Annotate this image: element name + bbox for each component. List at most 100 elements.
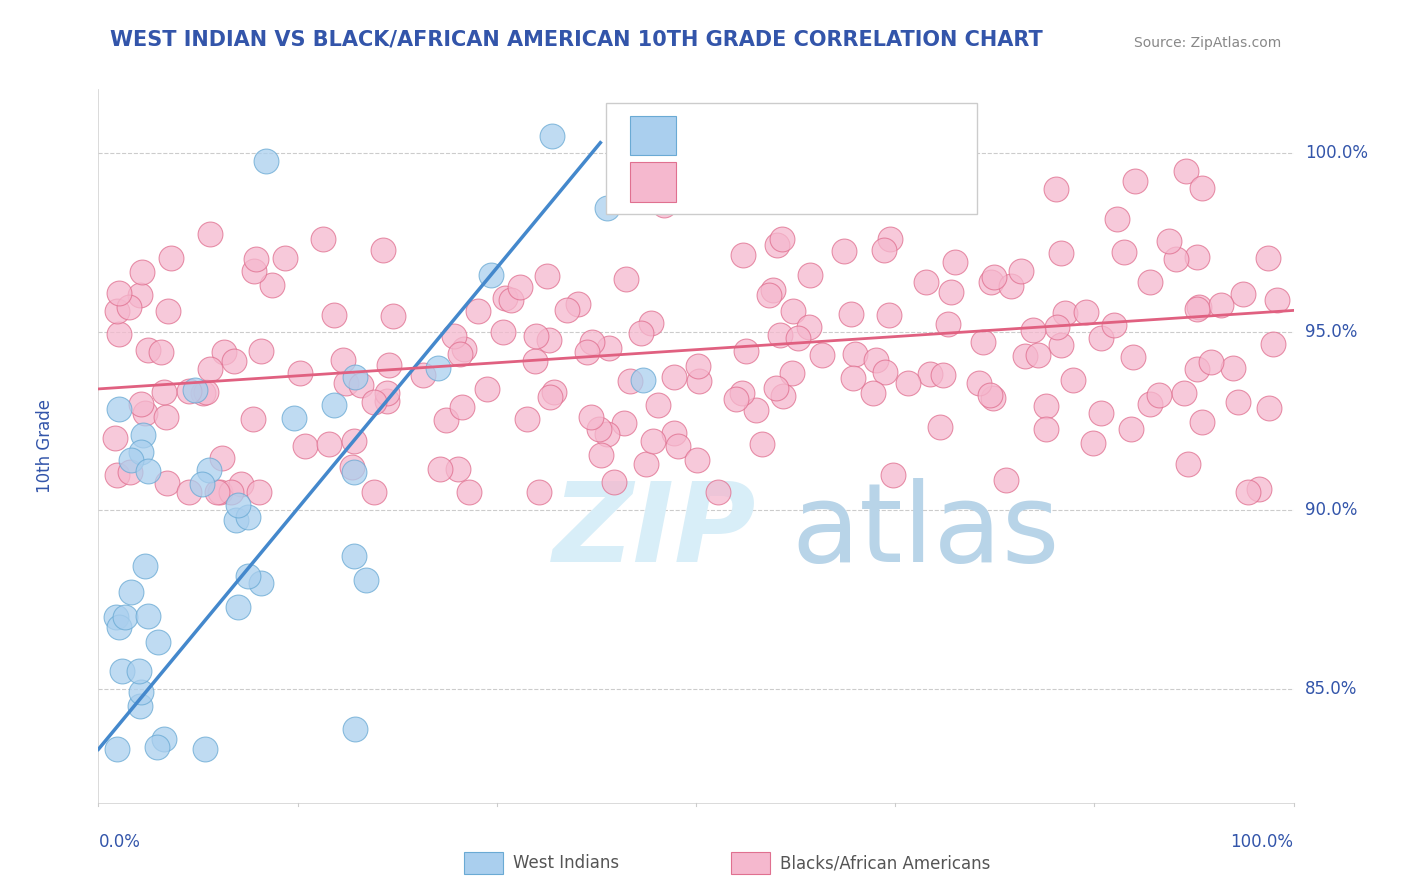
Point	[929, 419, 952, 434]
Text: atlas: atlas	[792, 478, 1060, 585]
Point	[219, 485, 242, 500]
Point	[208, 485, 231, 500]
Point	[377, 393, 399, 408]
Point	[136, 464, 159, 478]
Text: R = 0.347   N = 198: R = 0.347 N = 198	[690, 173, 872, 191]
Point	[191, 386, 214, 401]
Point	[619, 374, 641, 388]
Point	[262, 278, 284, 293]
Point	[236, 569, 259, 583]
Text: ZIP: ZIP	[553, 478, 756, 585]
Point	[111, 664, 134, 678]
Point	[873, 243, 896, 257]
Point	[105, 742, 128, 756]
Point	[1090, 406, 1112, 420]
Point	[1035, 399, 1057, 413]
Point	[335, 376, 357, 390]
Point	[499, 293, 522, 307]
Point	[575, 345, 598, 359]
Point	[787, 331, 810, 345]
Point	[688, 374, 710, 388]
Point	[640, 316, 662, 330]
Point	[1050, 338, 1073, 352]
Point	[129, 685, 152, 699]
Point	[254, 153, 277, 168]
Point	[118, 300, 141, 314]
Point	[343, 434, 366, 449]
Point	[195, 384, 218, 399]
Point	[318, 437, 340, 451]
Point	[458, 485, 481, 500]
Point	[105, 610, 128, 624]
Point	[179, 485, 201, 500]
Point	[332, 352, 354, 367]
Point	[1236, 485, 1258, 500]
Point	[799, 268, 821, 283]
Point	[340, 460, 363, 475]
Point	[250, 344, 273, 359]
Point	[995, 473, 1018, 487]
Point	[429, 462, 451, 476]
Point	[862, 385, 884, 400]
Point	[247, 485, 270, 500]
Point	[981, 391, 1004, 405]
Point	[1173, 385, 1195, 400]
Point	[153, 385, 176, 400]
Point	[579, 410, 602, 425]
Text: Source: ZipAtlas.com: Source: ZipAtlas.com	[1135, 36, 1282, 50]
Point	[1090, 331, 1112, 345]
Point	[636, 458, 658, 472]
Point	[128, 664, 150, 678]
Point	[350, 377, 373, 392]
Point	[1185, 362, 1208, 376]
Point	[222, 354, 245, 368]
Point	[288, 366, 311, 380]
Point	[131, 265, 153, 279]
Point	[194, 742, 217, 756]
Point	[103, 431, 125, 445]
Point	[344, 722, 367, 736]
Point	[132, 428, 155, 442]
Point	[596, 201, 619, 215]
Point	[728, 128, 751, 143]
Point	[183, 384, 205, 398]
Point	[283, 410, 305, 425]
Point	[865, 353, 887, 368]
Point	[134, 406, 156, 420]
Point	[453, 342, 475, 356]
Point	[839, 307, 862, 321]
Point	[1010, 264, 1032, 278]
Point	[516, 412, 538, 426]
Text: 85.0%: 85.0%	[1305, 680, 1357, 698]
Point	[343, 369, 366, 384]
Point	[567, 297, 589, 311]
Point	[120, 585, 142, 599]
Point	[363, 485, 385, 500]
Point	[613, 417, 636, 431]
Point	[643, 434, 665, 448]
Point	[1227, 395, 1250, 409]
Point	[538, 390, 561, 404]
Point	[685, 452, 707, 467]
Point	[983, 270, 1005, 285]
Point	[1232, 287, 1254, 301]
Point	[1247, 483, 1270, 497]
Point	[136, 343, 159, 358]
Point	[155, 409, 177, 424]
Point	[931, 193, 953, 207]
Point	[1104, 318, 1126, 333]
Point	[156, 303, 179, 318]
Point	[662, 425, 685, 440]
Point	[225, 513, 247, 527]
Point	[972, 335, 994, 350]
Point	[1263, 336, 1285, 351]
Point	[524, 328, 547, 343]
Point	[745, 403, 768, 417]
Point	[537, 333, 560, 347]
Point	[1123, 174, 1146, 188]
Point	[765, 381, 787, 395]
Point	[212, 345, 235, 359]
Point	[105, 304, 128, 318]
Point	[412, 368, 434, 383]
Point	[129, 397, 152, 411]
